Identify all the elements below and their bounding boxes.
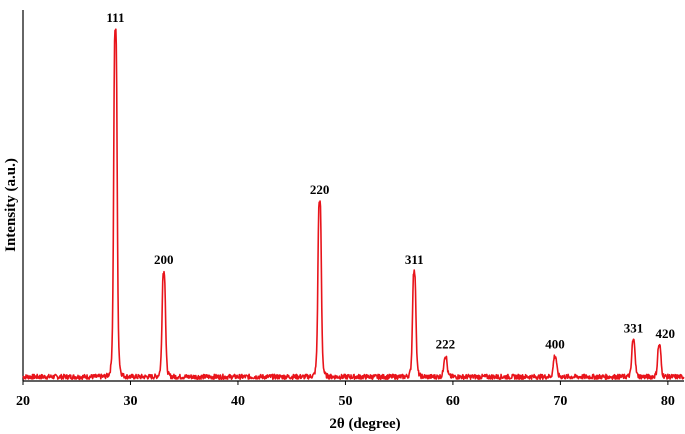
xrd-pattern-line: [22, 28, 685, 381]
x-tick-label: 70: [553, 394, 567, 409]
axes: [22, 10, 684, 382]
peak-label-311: 311: [405, 252, 424, 267]
peak-label-200: 200: [154, 252, 174, 267]
peak-label-220: 220: [310, 182, 330, 197]
x-ticks: 20 30 40 50 60 70 80: [16, 381, 675, 409]
x-tick-label: 20: [16, 394, 30, 409]
peak-label-420: 420: [656, 326, 676, 341]
x-tick-label: 60: [446, 394, 460, 409]
x-tick-label: 50: [338, 394, 352, 409]
x-axis-label: 2θ (degree): [329, 416, 400, 432]
peak-label-400: 400: [545, 336, 565, 351]
peak-label-222: 222: [436, 336, 456, 351]
peak-label-111: 111: [106, 10, 124, 25]
peak-label-331: 331: [624, 321, 644, 336]
x-tick-label: 30: [123, 394, 137, 409]
peak-labels: 111 200 220 311 222 400 331 420: [106, 10, 675, 351]
y-axis-label: Intensity (a.u.): [3, 158, 19, 252]
x-tick-label: 40: [231, 394, 245, 409]
x-tick-label: 80: [661, 394, 675, 409]
